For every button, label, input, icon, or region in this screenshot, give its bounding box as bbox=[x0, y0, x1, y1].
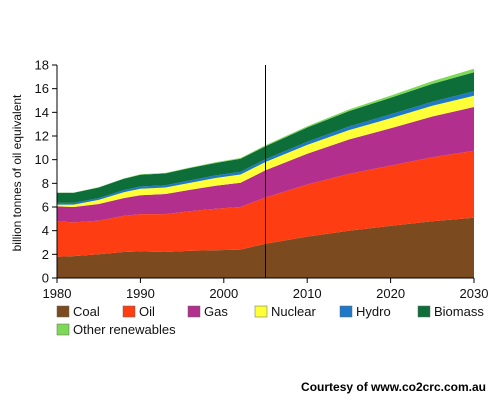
y-tick-label: 2 bbox=[42, 247, 49, 262]
area-series-layer bbox=[57, 68, 474, 278]
y-tick-label: 0 bbox=[42, 271, 49, 286]
legend-swatch bbox=[254, 305, 268, 318]
legend-item-oil: Oil bbox=[122, 304, 155, 319]
area-gas bbox=[57, 107, 474, 223]
legend-item-nuclear: Nuclear bbox=[254, 304, 316, 319]
x-tick-label: 2020 bbox=[376, 286, 405, 301]
legend-item-other-renewables: Other renewables bbox=[56, 322, 176, 337]
y-tick-label: 16 bbox=[35, 81, 49, 96]
legend-swatch bbox=[339, 305, 353, 318]
y-tick-label: 12 bbox=[35, 129, 49, 144]
area-hydro bbox=[57, 91, 474, 205]
area-biomass bbox=[57, 72, 474, 203]
legend-swatch bbox=[417, 305, 431, 318]
axis-ticks: 0 2 4 6 8 10 12 14 16 18 1980 1990 2000 2010 2020 2030 bbox=[35, 58, 489, 302]
legend-label: Hydro bbox=[356, 304, 391, 319]
y-tick-label: 18 bbox=[35, 58, 49, 73]
legend-label: Nuclear bbox=[271, 304, 316, 319]
y-tick-label: 10 bbox=[35, 152, 49, 167]
legend-item-biomass: Biomass bbox=[417, 304, 484, 319]
legend-label: Gas bbox=[204, 304, 228, 319]
legend: Coal Oil Gas Nuclear Hydro Biomass Other renew… bbox=[56, 304, 484, 337]
legend-item-coal: Coal bbox=[56, 304, 100, 319]
legend-item-hydro: Hydro bbox=[339, 304, 391, 319]
y-tick-label: 6 bbox=[42, 200, 49, 215]
x-tick-label: 1990 bbox=[126, 286, 155, 301]
x-tick-label: 2000 bbox=[209, 286, 238, 301]
legend-label: Biomass bbox=[434, 304, 484, 319]
y-tick-label: 8 bbox=[42, 176, 49, 191]
area-other-renewables bbox=[57, 68, 474, 193]
y-tick-label: 4 bbox=[42, 223, 49, 238]
legend-swatch bbox=[187, 305, 201, 318]
legend-label: Other renewables bbox=[73, 322, 176, 337]
x-tick-label: 2030 bbox=[460, 286, 489, 301]
x-tick-label: 2010 bbox=[293, 286, 322, 301]
legend-item-gas: Gas bbox=[187, 304, 228, 319]
legend-label: Coal bbox=[73, 304, 100, 319]
y-tick-label: 14 bbox=[35, 105, 49, 120]
area-nuclear bbox=[57, 95, 474, 207]
legend-swatch bbox=[122, 305, 136, 318]
y-axis-title: billion tonnes of oil equivalent bbox=[10, 94, 24, 251]
x-tick-label: 1980 bbox=[43, 286, 72, 301]
credit-text: Courtesy of www.co2crc.com.au bbox=[301, 380, 486, 394]
legend-swatch bbox=[56, 323, 70, 336]
legend-swatch bbox=[56, 305, 70, 318]
legend-label: Oil bbox=[139, 304, 155, 319]
